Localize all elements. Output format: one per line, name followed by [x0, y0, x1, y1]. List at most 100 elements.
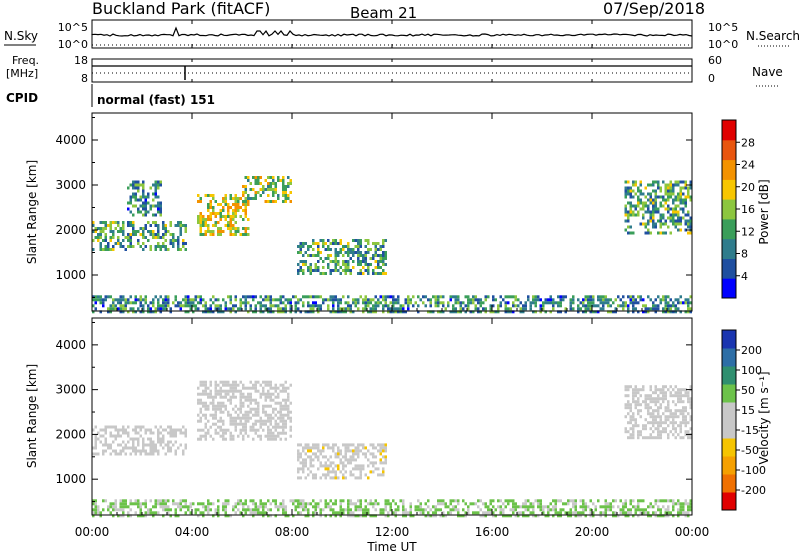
freq-right-tick-bottom: 0	[708, 72, 715, 85]
nave-label: Nave	[752, 65, 783, 79]
velocity-colorbar-swatch	[722, 384, 736, 403]
power-colorbar-swatch	[722, 278, 736, 299]
frequency-panel-frame	[91, 58, 693, 83]
time-tick-label: 20:00	[575, 525, 610, 539]
power-panel-frame	[91, 112, 693, 312]
velocity-colorbar-swatch	[722, 474, 736, 493]
power-region	[242, 176, 292, 203]
power-ytick-label: 2000	[55, 223, 86, 237]
velocity-panel-frame	[91, 317, 693, 516]
velocity-region	[297, 443, 387, 480]
velocity-colorbar-tick-label: -50	[741, 444, 759, 457]
freq-right-tick-top: 60	[708, 54, 722, 67]
velocity-region	[92, 499, 692, 518]
power-ytick-label: 3000	[55, 178, 86, 192]
power-region	[127, 180, 162, 217]
power-colorbar-swatch	[722, 199, 736, 220]
freq-left-tick-top: 18	[74, 54, 88, 67]
time-tick-label: 00:00	[75, 525, 110, 539]
freq-left-tick-bottom: 8	[81, 72, 88, 85]
velocity-colorbar-tick-label: 50	[741, 384, 755, 397]
time-tick-label: 08:00	[275, 525, 310, 539]
time-tick-label: 00:00	[675, 525, 710, 539]
x-axis-title: Time UT	[366, 540, 417, 554]
power-colorbar-tick-label: 4	[741, 270, 748, 283]
power-region	[92, 295, 692, 314]
velocity-colorbar-swatch	[722, 420, 736, 439]
time-tick-label: 16:00	[475, 525, 510, 539]
velocity-y-axis: 1000 2000 3000 4000	[55, 321, 692, 503]
velocity-colorbar-swatch	[722, 402, 736, 421]
velocity-colorbar-tick-label: -15	[741, 424, 759, 437]
date-label: 07/Sep/2018	[603, 0, 705, 18]
power-colorbar-swatch	[722, 179, 736, 200]
power-colorbar-tick-label: 16	[741, 203, 755, 216]
velocity-colorbar-swatch	[722, 330, 736, 349]
beam-label: Beam 21	[350, 4, 417, 22]
power-colorbar-swatch	[722, 139, 736, 161]
power-panel: 1000 2000 3000 4000 Slant Range [km] 4 8 12 16…	[25, 112, 771, 314]
power-region	[297, 239, 387, 275]
freq-left-label-1: Freq.	[12, 54, 39, 67]
power-ytick-label: 1000	[55, 268, 86, 282]
power-colorbar-tick-label: 24	[741, 159, 755, 172]
power-colorbar-swatch	[722, 120, 736, 141]
velocity-colorbar-title: Velocity [m s⁻¹]	[757, 371, 771, 464]
site-title: Buckland Park (fitACF)	[92, 0, 270, 18]
velocity-colorbar-tick-label: 100	[741, 364, 762, 377]
velocity-ytick-label: 4000	[55, 338, 86, 352]
velocity-colorbar-tick-label: 15	[741, 404, 755, 417]
noise-sky-line	[91, 26, 693, 37]
power-colorbar-swatch	[722, 159, 736, 180]
velocity-colorbar-tick-label: -200	[741, 484, 766, 497]
power-data	[92, 176, 692, 314]
velocity-colorbar-swatch	[722, 456, 736, 475]
noise-left-tick-top: 10^5	[58, 21, 88, 34]
velocity-colorbar-swatch	[722, 348, 736, 367]
velocity-colorbar-tick-label: -100	[741, 464, 766, 477]
velocity-region	[92, 425, 187, 456]
velocity-panel: 1000 2000 3000 4000 Slant Range [km] -200 -1…	[25, 317, 771, 518]
noise-right-tick-top: 10^5	[708, 21, 738, 34]
velocity-colorbar-swatch	[722, 438, 736, 457]
velocity-data	[92, 380, 692, 518]
power-colorbar-tick-label: 12	[741, 225, 755, 238]
power-colorbar-swatch	[722, 238, 736, 259]
velocity-colorbar-swatch	[722, 492, 736, 511]
time-axis: 00:00 04:00 08:00 12:00 16:00 20:00 00:00	[75, 20, 710, 539]
noise-right-tick-bottom: 10^0	[708, 38, 738, 51]
velocity-colorbar-frame	[721, 329, 737, 511]
noise-panel: N.Sky 10^5 10^0 10^5 10^0 N.Search	[4, 19, 800, 51]
velocity-ytick-label: 1000	[55, 472, 86, 486]
noise-left-label: N.Sky	[4, 29, 38, 43]
velocity-ylabel: Slant Range [km]	[25, 364, 39, 468]
power-colorbar-title: Power [dB]	[757, 179, 771, 244]
velocity-region	[624, 385, 692, 440]
power-colorbar-swatch	[722, 218, 736, 240]
cpid-label: CPID	[6, 91, 38, 105]
velocity-colorbar: -200 -100 -50 -15 15 50 100 200	[721, 329, 766, 511]
freq-left-label-2: [MHz]	[6, 67, 38, 80]
power-colorbar: 4 8 12 16 20 24 28	[721, 119, 755, 299]
velocity-ytick-label: 2000	[55, 427, 86, 441]
noise-right-label: N.Search	[746, 29, 800, 43]
power-colorbar-tick-label: 20	[741, 181, 755, 194]
velocity-region	[197, 380, 292, 441]
velocity-colorbar-swatch	[722, 366, 736, 385]
frequency-panel: Freq. [MHz] 18 8 60 0 Nave	[6, 54, 783, 87]
power-ytick-label: 4000	[55, 133, 86, 147]
power-colorbar-tick-label: 28	[741, 136, 755, 149]
time-tick-label: 12:00	[375, 525, 410, 539]
power-colorbar-swatch	[722, 258, 736, 279]
velocity-ytick-label: 3000	[55, 383, 86, 397]
time-tick-label: 04:00	[175, 525, 210, 539]
noise-left-tick-bottom: 10^0	[58, 38, 88, 51]
power-ylabel: Slant Range [km]	[25, 160, 39, 264]
power-y-axis: 1000 2000 3000 4000	[55, 117, 692, 298]
cpid-text: normal (fast) 151	[97, 93, 215, 107]
power-region	[92, 221, 187, 251]
power-region	[624, 180, 692, 235]
power-colorbar-tick-label: 8	[741, 248, 748, 261]
